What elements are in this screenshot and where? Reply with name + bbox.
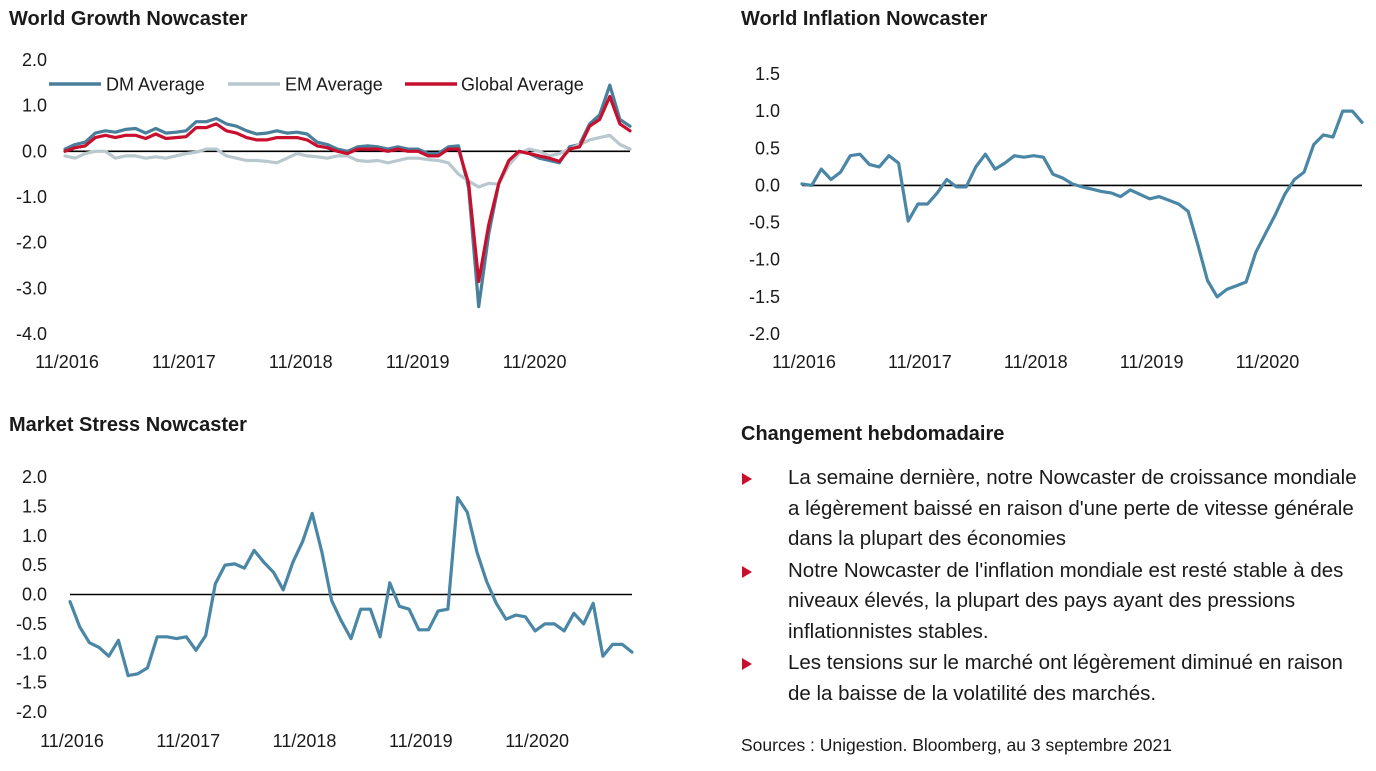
x-tick-label: 11/2020: [505, 731, 569, 751]
sources-note: Sources : Unigestion. Bloomberg, au 3 se…: [741, 735, 1172, 755]
y-tick-label: -1.5: [749, 287, 780, 307]
legend-label: Global Average: [461, 75, 584, 95]
x-tick-label: 11/2018: [273, 731, 337, 751]
y-tick-label: 2.0: [22, 50, 47, 70]
x-tick-label: 11/2017: [152, 352, 216, 372]
y-tick-label: -2.0: [749, 324, 780, 344]
x-tick-label: 11/2017: [156, 731, 220, 751]
weekly-change-panel: Changement hebdomadaire La semaine derni…: [740, 415, 1360, 765]
y-tick-label: 0.0: [22, 585, 47, 605]
y-tick-label: -0.5: [16, 614, 47, 634]
dm-average-line: [63, 83, 632, 309]
bullet-item: La semaine dernière, notre Nowcaster de …: [740, 463, 1360, 555]
x-tick-label: 11/2019: [389, 731, 453, 751]
x-tick-label: 11/2016: [40, 731, 104, 751]
x-tick-label: 11/2020: [503, 352, 567, 372]
bullet-text: Notre Nowcaster de l'inflation mondiale …: [788, 558, 1344, 643]
y-tick-label: -2.0: [16, 233, 47, 253]
x-tick-label: 11/2018: [1004, 352, 1068, 372]
y-tick-label: 1.0: [22, 96, 47, 116]
bullet-item: Les tensions sur le marché ont légèremen…: [740, 648, 1360, 709]
y-tick-label: -0.5: [749, 213, 780, 233]
x-tick-label: 11/2016: [35, 352, 99, 372]
chart-title: Market Stress Nowcaster: [9, 414, 247, 436]
inflation-chart-panel: World Inflation Nowcaster 1.5 1.0 0.5 0.0 -0…: [730, 0, 1376, 390]
bullet-text: La semaine dernière, notre Nowcaster de …: [788, 466, 1357, 550]
y-tick-label: 2.0: [22, 467, 47, 487]
x-tick-label: 11/2019: [1120, 352, 1184, 372]
chart-title: World Growth Nowcaster: [9, 8, 248, 30]
y-tick-label: 1.5: [755, 64, 780, 84]
y-tick-label: 0.0: [22, 141, 47, 161]
inflation-chart: 1.5 1.0 0.5 0.0 -0.5 -1.0 -1.5 -2.0 11/2016 11/20…: [749, 64, 1364, 372]
bullet-list: La semaine dernière, notre Nowcaster de …: [740, 463, 1360, 710]
bullet-text: Les tensions sur le marché ont légèremen…: [788, 651, 1343, 705]
triangle-bullet-icon: [742, 473, 752, 485]
chart-title: World Inflation Nowcaster: [741, 8, 988, 30]
bullet-item: Notre Nowcaster de l'inflation mondiale …: [740, 556, 1360, 648]
x-tick-label: 11/2020: [1236, 352, 1300, 372]
y-tick-label: -4.0: [16, 324, 47, 344]
y-tick-label: -1.0: [749, 250, 780, 270]
y-tick-label: 1.5: [22, 496, 47, 516]
x-tick-label: 11/2016: [772, 352, 836, 372]
stress-chart-panel: Market Stress Nowcaster 2.0 1.5 1.0 0.5 0.0 -…: [0, 405, 680, 771]
series-line: [800, 109, 1364, 299]
y-tick-label: 1.0: [22, 526, 47, 546]
y-tick-label: 0.5: [22, 555, 47, 575]
x-tick-label: 11/2018: [269, 352, 333, 372]
y-tick-label: -3.0: [16, 278, 47, 298]
global-average-line: [63, 94, 632, 284]
y-tick-label: -2.0: [16, 702, 47, 722]
y-tick-label: 0.0: [755, 175, 780, 195]
legend-label: DM Average: [106, 75, 205, 95]
legend-label: EM Average: [285, 75, 383, 95]
y-tick-label: -1.0: [16, 643, 47, 663]
y-tick-label: -1.0: [16, 187, 47, 207]
x-tick-label: 11/2017: [888, 352, 952, 372]
x-tick-label: 11/2019: [386, 352, 450, 372]
growth-chart-panel: World Growth Nowcaster 2.0 1.0 0.0 -1.0 -2.0…: [0, 0, 680, 390]
triangle-bullet-icon: [742, 658, 752, 670]
series-line: [68, 495, 634, 678]
weekly-change-heading: Changement hebdomadaire: [741, 423, 1005, 445]
y-tick-label: 0.5: [755, 138, 780, 158]
triangle-bullet-icon: [742, 565, 752, 578]
growth-chart: 2.0 1.0 0.0 -1.0 -2.0 -3.0 -4.0 11/2016 11/2017 1…: [16, 50, 632, 372]
stress-chart: 2.0 1.5 1.0 0.5 0.0 -0.5 -1.0 -1.5 -2.0 11/2016 11…: [16, 467, 634, 751]
em-average-line: [63, 133, 632, 189]
y-tick-label: -1.5: [16, 673, 47, 693]
y-tick-label: 1.0: [755, 101, 780, 121]
